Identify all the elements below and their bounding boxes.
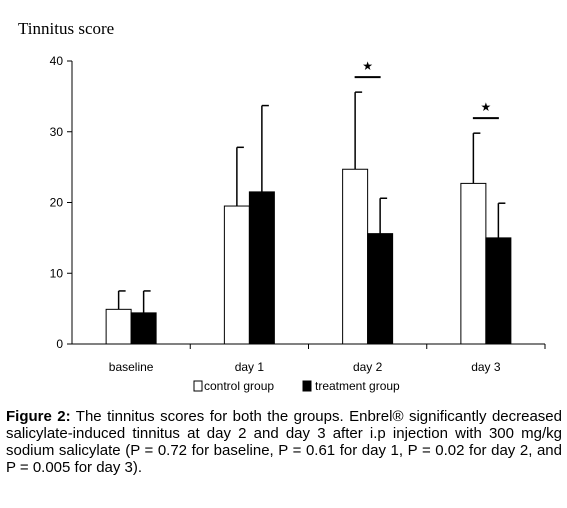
caption-label: Figure 2: (6, 408, 71, 425)
control-bar (460, 182, 487, 345)
control-bar (223, 205, 250, 345)
significance-star: ★ (362, 59, 373, 73)
treatment-bar (248, 191, 275, 345)
y-tick-label: 10 (50, 266, 64, 280)
caption-text: The tinnitus scores for both the groups.… (6, 408, 562, 476)
y-axis-title: Tinnitus score (18, 19, 114, 38)
legend-swatch-treatment (302, 380, 312, 392)
treatment-bar (485, 237, 512, 345)
control-bar (105, 308, 132, 345)
figure-caption: Figure 2: The tinnitus scores for both t… (6, 408, 562, 476)
x-tick-label: day 3 (471, 360, 501, 374)
y-tick-label: 20 (50, 196, 64, 210)
treatment-bar (367, 233, 394, 345)
treatment-bar (130, 312, 157, 345)
y-tick-label: 40 (50, 54, 64, 68)
bar-chart: Tinnitus score 0 10 20 30 40 baseline day 1 day… (18, 19, 546, 393)
control-bar (342, 168, 369, 345)
significance-star: ★ (480, 100, 491, 114)
legend-label-control: control group (204, 379, 274, 393)
y-tick-label: 0 (56, 337, 63, 351)
x-tick-label: baseline (109, 360, 154, 374)
x-tick-label: day 2 (353, 360, 383, 374)
y-tick-label: 30 (50, 125, 64, 139)
x-tick-label: day 1 (235, 360, 265, 374)
legend-label-treatment: treatment group (315, 379, 400, 393)
legend-swatch-control (193, 380, 203, 392)
